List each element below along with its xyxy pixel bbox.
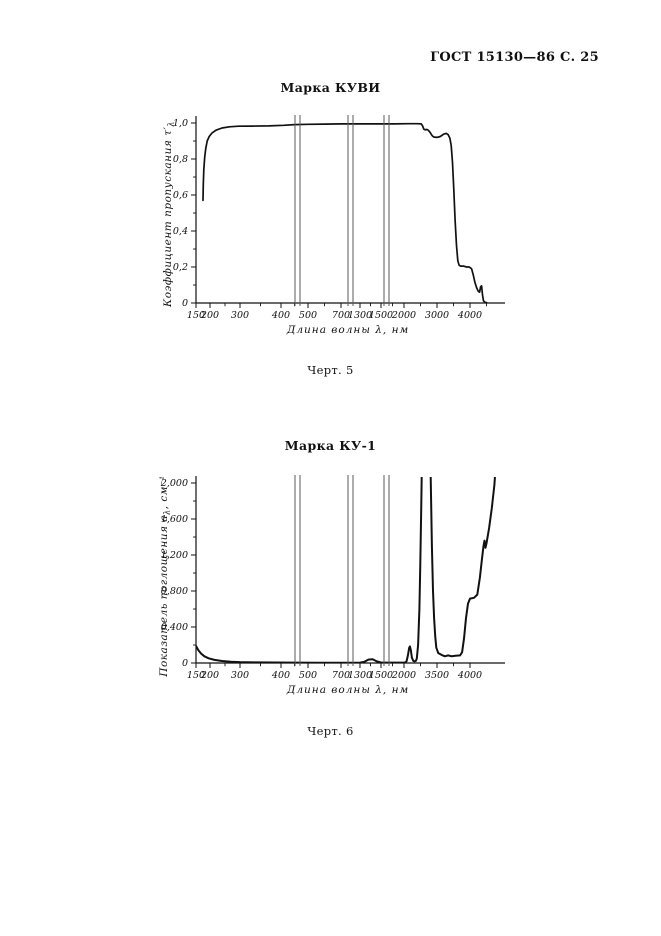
y-tick-label: 0	[182, 658, 188, 669]
y-axis-ticks: 0 0,2 0,4 0,6 0,8 1,0	[173, 118, 196, 309]
x-tick-label: 1500	[369, 310, 393, 321]
y-tick-label: 1,600	[161, 514, 188, 525]
x-tick-label: 300	[231, 670, 249, 681]
y-tick-label: 0,6	[173, 190, 188, 201]
axes	[195, 476, 505, 664]
x-tick-label: 400	[271, 310, 290, 321]
x-tick-label: 2000	[391, 670, 416, 681]
x-tick-label: 700	[332, 310, 350, 321]
y-tick-label: 0	[182, 298, 188, 309]
chart-2-title: Марка КУ-1	[284, 438, 377, 453]
x-tick-label: 700	[332, 670, 350, 681]
x-tick-label: 3500	[425, 670, 449, 681]
y-tick-label: 0,8	[173, 154, 188, 165]
x-tick-label: 1300	[348, 670, 372, 681]
x-tick-label: 1500	[369, 670, 393, 681]
x-tick-label: 200	[200, 310, 219, 321]
x-axis-title: Длина волны λ, нм	[286, 684, 409, 696]
x-axis-title: Длина волны λ, нм	[286, 324, 409, 336]
x-tick-label: 150	[187, 670, 205, 681]
x-tick-label: 1300	[348, 310, 372, 321]
x-tick-label: 2000	[391, 310, 416, 321]
chart-2-caption: Черт. 6	[307, 724, 354, 738]
x-tick-label: 200	[200, 670, 219, 681]
x-tick-label: 4000	[457, 310, 482, 321]
x-tick-label: 150	[187, 310, 205, 321]
page-header: ГОСТ 15130—86 С. 25	[430, 50, 599, 65]
y-tick-label: 0,2	[173, 262, 188, 273]
y-tick-label: 1,0	[173, 118, 188, 129]
x-tick-label: 500	[299, 670, 317, 681]
axes	[195, 116, 505, 304]
spectral-curve	[202, 122, 488, 303]
chart-1-caption: Черт. 5	[307, 363, 354, 377]
x-tick-label: 500	[299, 310, 317, 321]
y-tick-label: 0,4	[173, 226, 188, 237]
axis-break-lines	[294, 475, 390, 666]
y-tick-label: 2,000	[160, 478, 188, 489]
y-tick-label: 0,800	[161, 586, 188, 597]
y-axis-title: Показатель поглощения aλ, см⁻¹	[158, 475, 172, 677]
y-tick-label: 1,200	[161, 550, 188, 561]
x-tick-label: 300	[231, 310, 249, 321]
chart-1-title: Марка КУВИ	[280, 80, 381, 95]
y-tick-label: 0,400	[161, 622, 188, 633]
x-tick-label: 4000	[457, 670, 482, 681]
x-tick-label: 3000	[425, 310, 449, 321]
y-axis-title: Коэффициент пропускания τ′λ	[162, 121, 176, 308]
spectral-curve	[196, 477, 496, 663]
x-tick-label: 400	[271, 670, 290, 681]
axis-break-lines	[294, 115, 390, 306]
y-axis-ticks: 0 0,400 0,800 1,200 1,600 2,000	[160, 478, 196, 669]
